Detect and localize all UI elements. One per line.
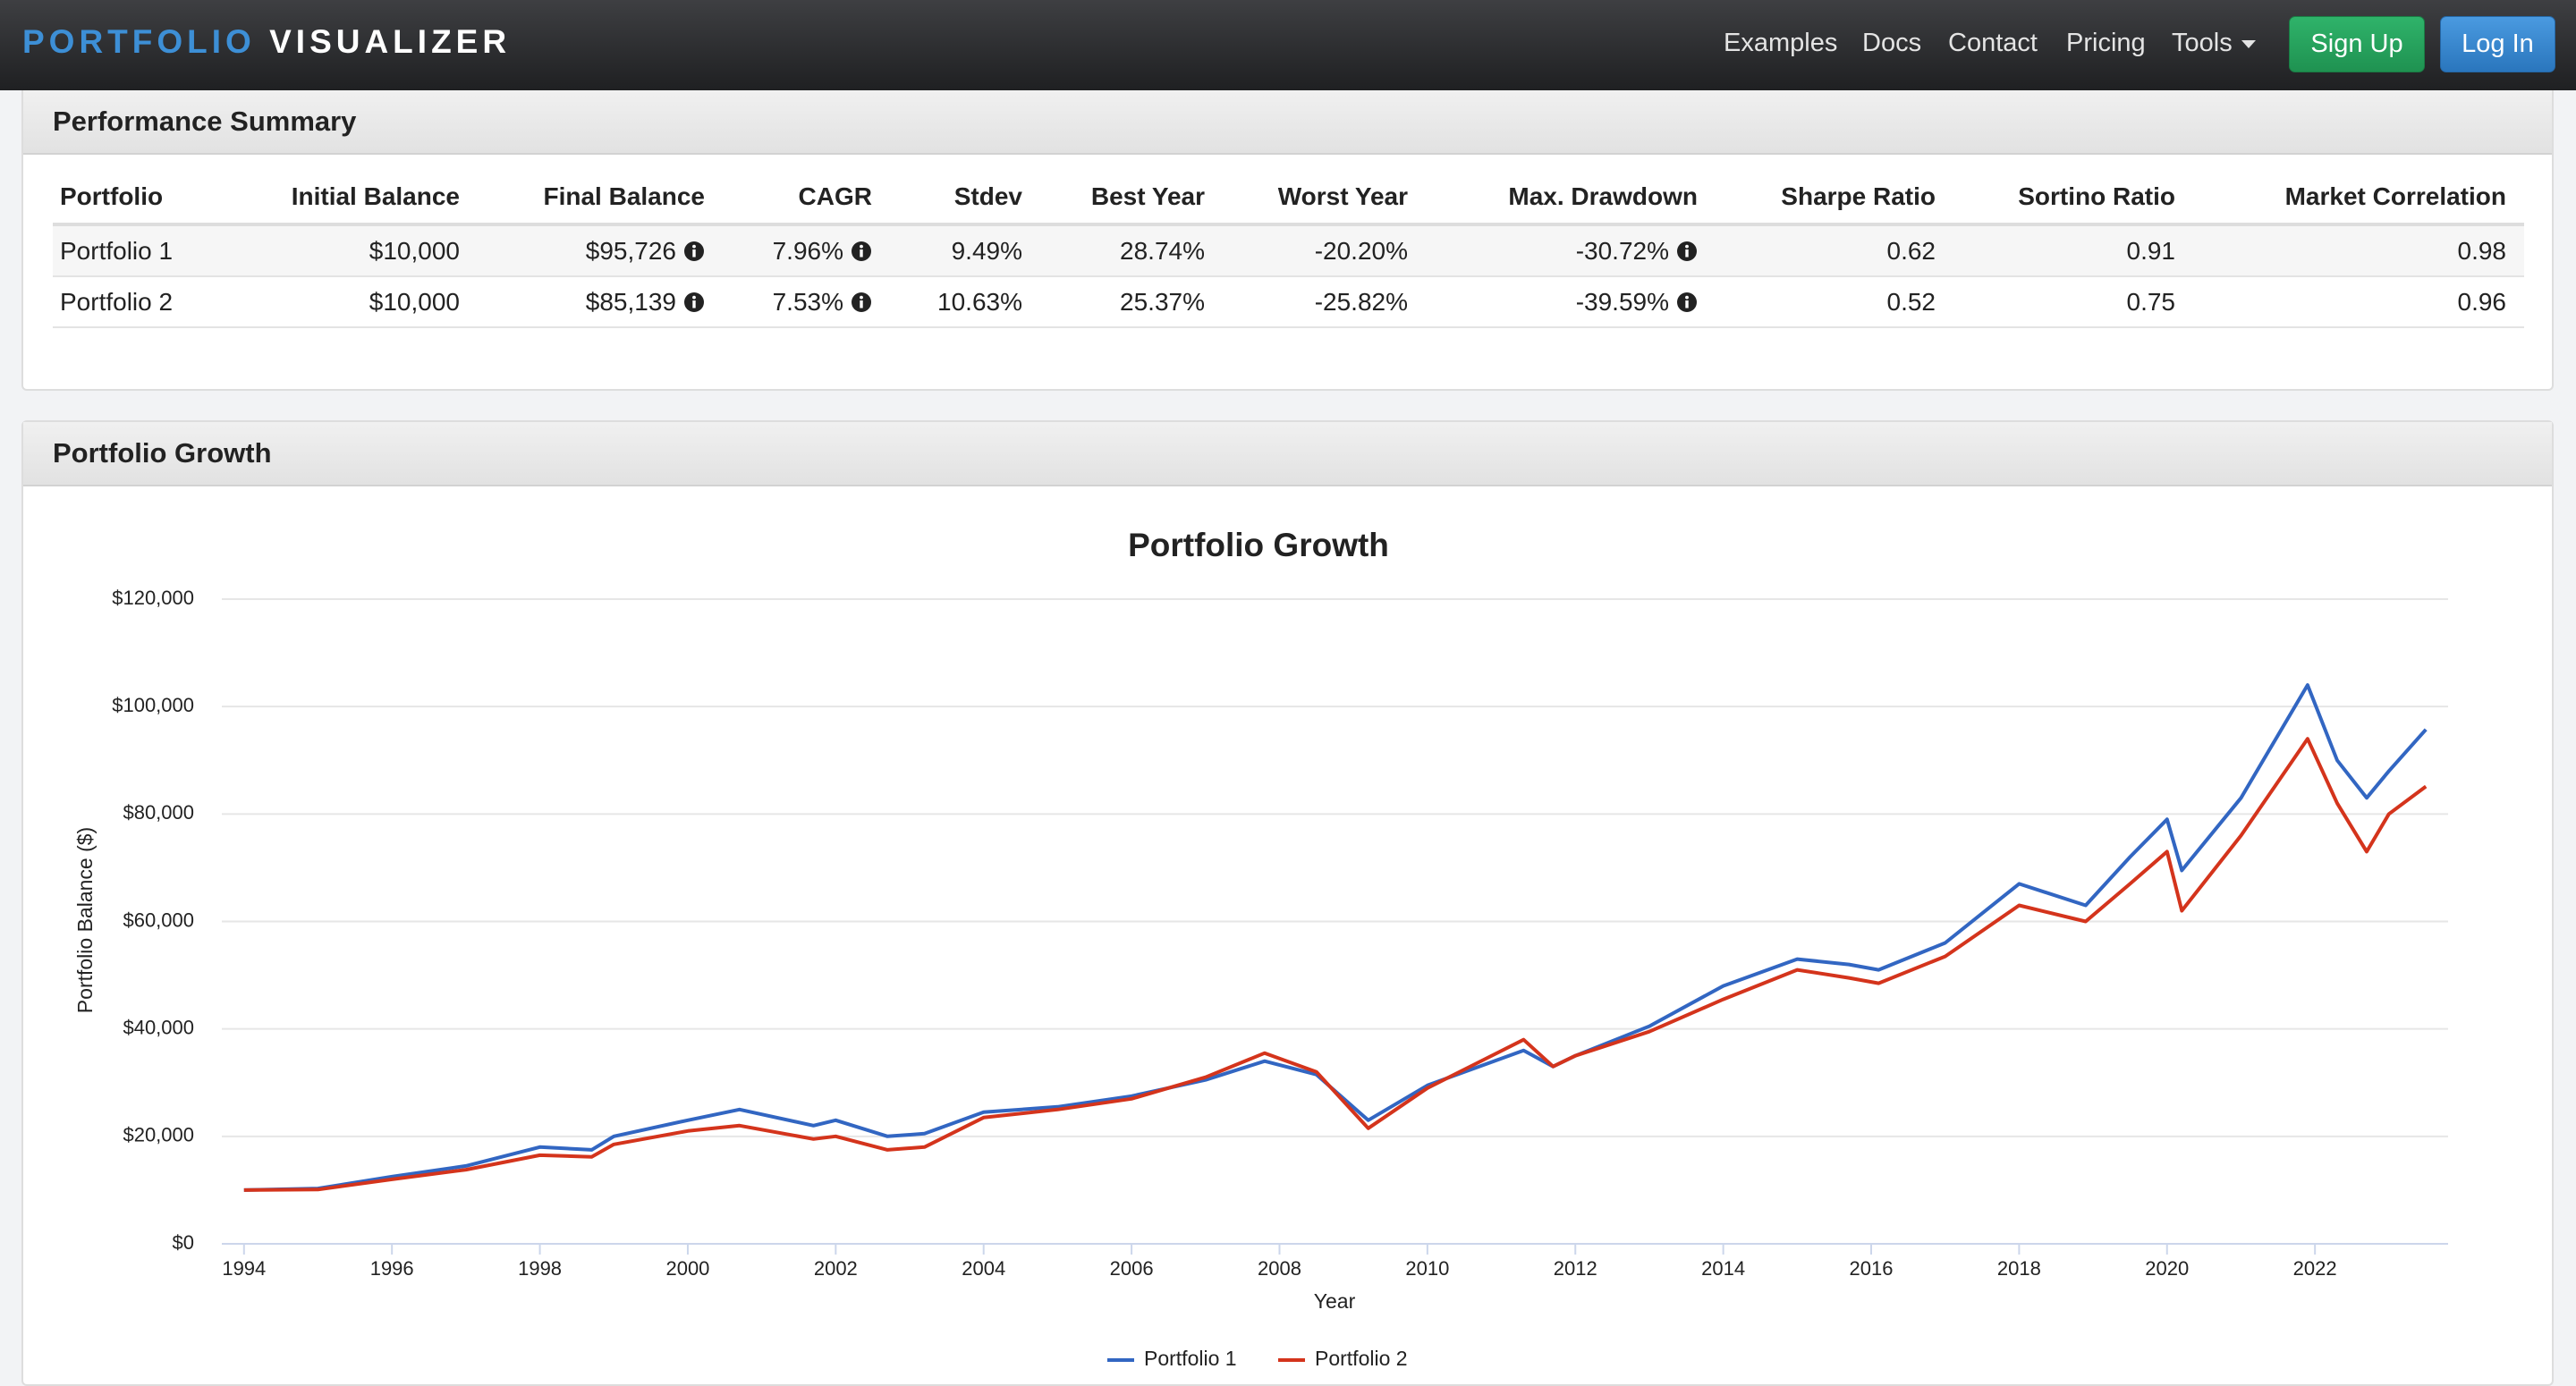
table-cell: $95,726 — [478, 224, 723, 277]
cell-text: -20.20% — [1314, 236, 1408, 265]
table-cell: 0.52 — [1716, 276, 1953, 328]
table-cell: -30.72% — [1426, 224, 1716, 277]
panel-title: Performance Summary — [23, 90, 2552, 155]
login-button[interactable]: Log In — [2440, 16, 2555, 72]
column-header: CAGR — [723, 171, 890, 226]
column-header: Portfolio — [53, 171, 268, 226]
table-cell: 0.91 — [1953, 224, 2193, 277]
growth-panel: Portfolio Growth — [21, 420, 2554, 1386]
table-cell: $10,000 — [268, 224, 478, 277]
cell-text: 0.62 — [1886, 236, 1936, 265]
column-header: Best Year — [1040, 171, 1223, 226]
cell-text: 10.63% — [937, 287, 1022, 316]
cell-text: $95,726 — [585, 236, 676, 265]
table-cell: -25.82% — [1223, 276, 1426, 328]
nav-dropdown[interactable]: Tools — [2172, 29, 2256, 58]
cell-text: $10,000 — [369, 287, 460, 316]
table-row: Portfolio 2 $10,000 $85,139 7.53% 10.63% 25.3… — [53, 276, 2524, 328]
cell-text: -39.59% — [1575, 287, 1669, 316]
table-cell: 7.53% — [723, 276, 890, 328]
column-header: Initial Balance — [268, 171, 478, 226]
cell-text: 7.96% — [772, 236, 843, 265]
table-cell: 9.49% — [890, 224, 1040, 277]
info-icon[interactable] — [1676, 292, 1698, 313]
table-cell: 10.63% — [890, 276, 1040, 328]
table-cell: 0.96 — [2193, 276, 2524, 328]
cell-text: 28.74% — [1120, 236, 1205, 265]
info-icon[interactable] — [851, 241, 872, 262]
table-cell: Portfolio 2 — [53, 276, 268, 328]
panel-title: Portfolio Growth — [23, 422, 2552, 486]
nav-link[interactable]: Contact — [1948, 29, 2038, 57]
cell-text: 25.37% — [1120, 287, 1205, 316]
cell-text: Portfolio 2 — [60, 287, 174, 316]
table-cell: -39.59% — [1426, 276, 1716, 328]
nav-link[interactable]: Examples — [1724, 29, 1838, 57]
cell-text: 0.91 — [2126, 236, 2176, 265]
table-cell: 7.96% — [723, 224, 890, 277]
table-cell: 25.37% — [1040, 276, 1223, 328]
summary-panel: Performance Summary Portfolio Initial Bal… — [21, 90, 2554, 391]
cell-text: Portfolio 1 — [60, 236, 174, 265]
nav-link[interactable]: Pricing — [2066, 29, 2146, 57]
column-header: Market Correlation — [2193, 171, 2524, 226]
cell-text: 0.96 — [2457, 287, 2507, 316]
cell-text: 9.49% — [951, 236, 1022, 265]
info-icon[interactable] — [851, 292, 872, 313]
cell-text: 0.52 — [1886, 287, 1936, 316]
cell-text: 0.75 — [2126, 287, 2176, 316]
column-header: Final Balance — [478, 171, 723, 226]
table-row: Portfolio 1 $10,000 $95,726 7.96% 9.49% 28.74… — [53, 224, 2524, 277]
table-cell: 0.75 — [1953, 276, 2193, 328]
column-header: Sortino Ratio — [1953, 171, 2193, 226]
info-icon[interactable] — [683, 241, 705, 262]
table-cell: $85,139 — [478, 276, 723, 328]
info-icon[interactable] — [683, 292, 705, 313]
summary-table: Portfolio Initial Balance Final Balance CAG… — [53, 171, 2524, 328]
table-cell: 0.98 — [2193, 224, 2524, 277]
cell-text: -25.82% — [1314, 287, 1408, 316]
table-cell: -20.20% — [1223, 224, 1426, 277]
column-header: Sharpe Ratio — [1716, 171, 1953, 226]
table-cell: $10,000 — [268, 276, 478, 328]
column-header: Max. Drawdown — [1426, 171, 1716, 226]
table-cell: 0.62 — [1716, 224, 1953, 277]
cell-text: 0.98 — [2457, 236, 2507, 265]
column-header: Worst Year — [1223, 171, 1426, 226]
navbar: PORTFOLIO VISUALIZER Examples Docs Conta… — [0, 0, 2576, 90]
brand-part: PORTFOLIO — [22, 23, 256, 60]
table-cell: Portfolio 1 — [53, 224, 268, 277]
info-icon[interactable] — [1676, 241, 1698, 262]
brand-part: VISUALIZER — [269, 23, 512, 60]
cell-text: -30.72% — [1575, 236, 1669, 265]
cell-text: $10,000 — [369, 236, 460, 265]
column-header: Stdev — [890, 171, 1040, 226]
cell-text: 7.53% — [772, 287, 843, 316]
cell-text: $85,139 — [585, 287, 676, 316]
signup-button[interactable]: Sign Up — [2289, 16, 2425, 72]
nav-link: Tools — [2172, 29, 2233, 57]
brand[interactable]: PORTFOLIO VISUALIZER — [22, 23, 511, 61]
nav-link[interactable]: Docs — [1862, 29, 1922, 57]
table-cell: 28.74% — [1040, 224, 1223, 277]
